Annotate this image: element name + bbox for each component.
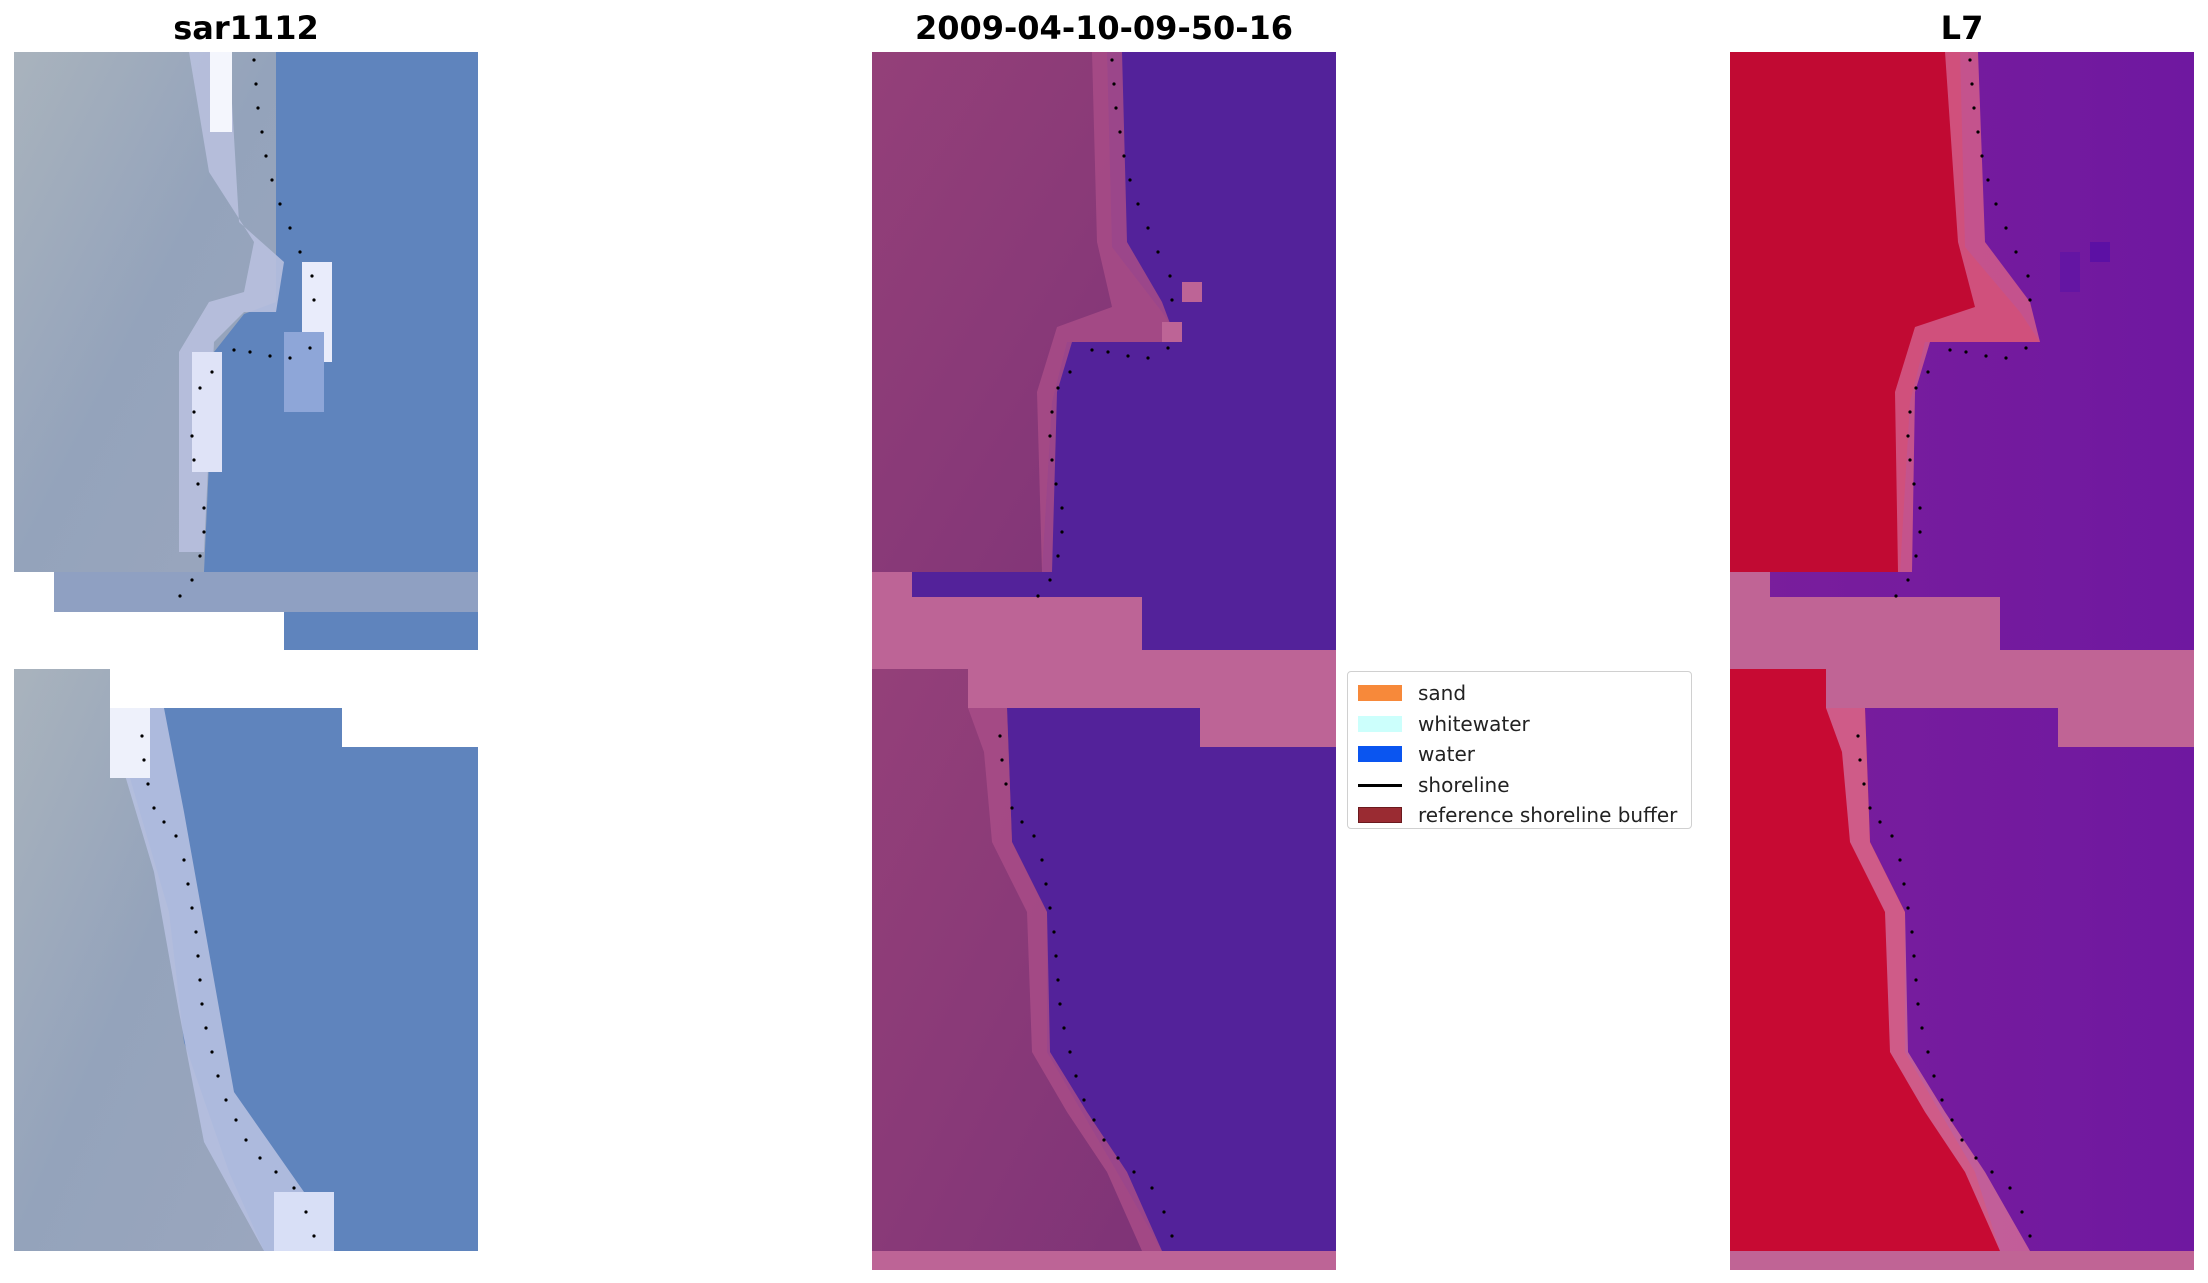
legend-item-reference-buffer: reference shoreline buffer [1358,800,1681,831]
legend-label-shoreline: shoreline [1418,772,1510,797]
rgb-upper-block [14,52,478,650]
panel-title-classification: 2009-04-10-09-50-16 [914,9,1294,47]
shoreline-dots-index [1856,58,2032,1238]
panel-title-index: L7 [1940,9,1984,47]
legend-line-shoreline [1358,777,1402,793]
rgb-lower-block [14,669,478,1251]
legend-item-shoreline: shoreline [1358,770,1681,801]
legend-label-sand: sand [1418,681,1467,706]
legend-item-water: water [1358,739,1681,770]
classification-lower-block [872,669,1336,1270]
shoreline-dots-rgb [140,58,316,1238]
legend: sand whitewater water shoreline referenc… [1347,671,1692,829]
legend-swatch-sand [1358,685,1402,702]
classification-upper-block [872,52,1336,650]
legend-item-sand: sand [1358,678,1681,709]
classification-panel [872,52,1336,1270]
index-upper-block [1730,52,2194,650]
legend-swatch-reference-buffer [1358,807,1402,824]
legend-item-whitewater: whitewater [1358,709,1681,740]
legend-label-whitewater: whitewater [1418,711,1530,736]
legend-swatch-whitewater [1358,715,1402,732]
panel-title-rgb: sar1112 [173,9,319,47]
legend-label-reference-buffer: reference shoreline buffer [1418,803,1678,828]
rgb-image-panel [14,52,478,1251]
legend-swatch-water [1358,746,1402,763]
index-lower-block [1730,669,2194,1270]
index-panel [1730,52,2194,1270]
shoreline-dots-classification [998,58,1174,1238]
legend-label-water: water [1418,742,1475,767]
